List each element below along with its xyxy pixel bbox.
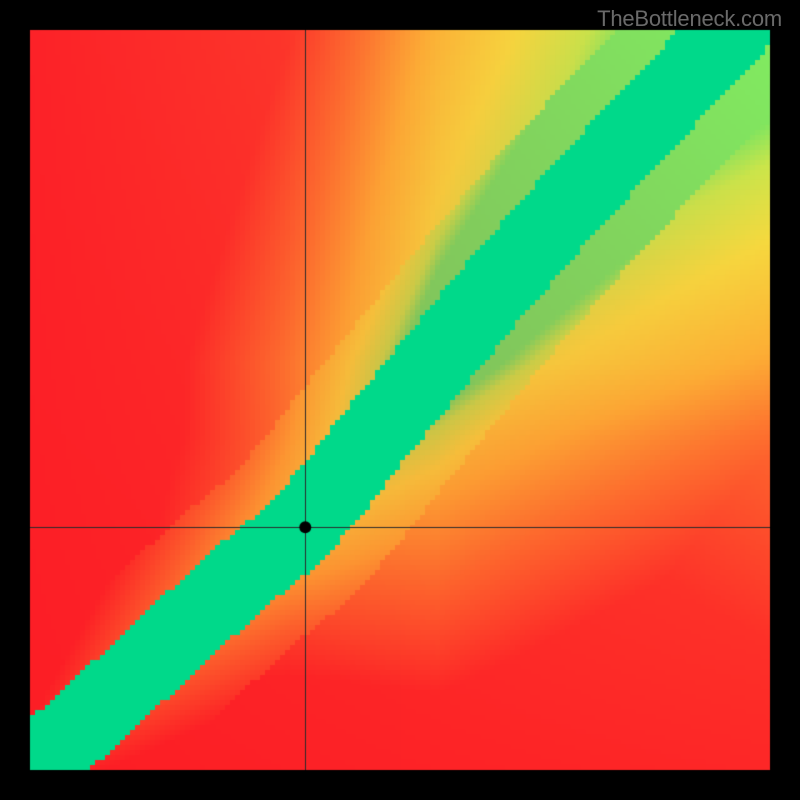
heatmap-canvas	[0, 0, 800, 800]
chart-container: TheBottleneck.com	[0, 0, 800, 800]
watermark-text: TheBottleneck.com	[597, 6, 782, 32]
